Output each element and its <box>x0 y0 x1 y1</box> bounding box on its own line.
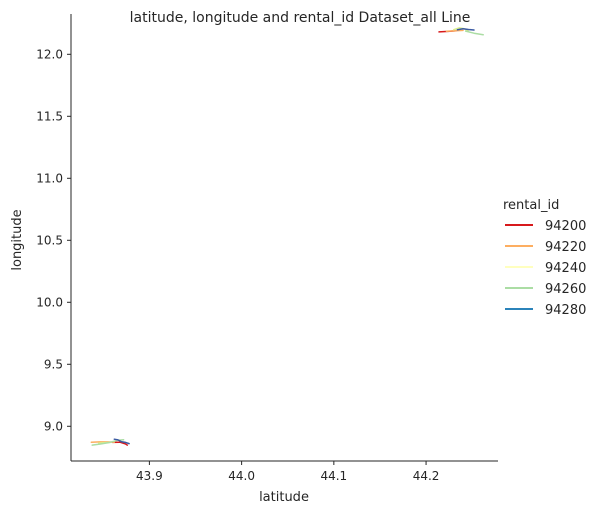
series-4-line-1 <box>456 28 475 31</box>
y-tick-label: 10.0 <box>36 295 63 309</box>
plot-area <box>90 27 484 446</box>
y-tick-label: 11.0 <box>36 171 63 185</box>
x-tick-label: 43.9 <box>136 469 163 483</box>
y-tick-label: 10.5 <box>36 233 63 247</box>
x-ticks: 43.9 44.0 44.1 44.2 <box>136 461 439 483</box>
x-tick-label: 44.1 <box>320 469 347 483</box>
legend-title: rental_id <box>503 198 559 213</box>
x-tick-label: 44.2 <box>413 469 440 483</box>
series-0-line-0 <box>111 441 129 446</box>
y-tick-label: 12.0 <box>36 47 63 61</box>
axes <box>70 14 498 462</box>
x-axis-label: latitude <box>259 490 309 505</box>
legend-entry-label: 94240 <box>545 261 586 276</box>
legend: rental_id 94200 94220 94240 94260 94280 <box>503 198 586 318</box>
series-1-line-1 <box>445 29 464 32</box>
series-3-line-1 <box>464 30 484 36</box>
y-tick-label: 9.0 <box>44 419 63 433</box>
x-tick-label: 44.0 <box>228 469 255 483</box>
legend-entry-label: 94200 <box>545 219 586 234</box>
y-tick-label: 9.5 <box>44 357 63 371</box>
y-tick-label: 11.5 <box>36 109 63 123</box>
y-ticks: 9.0 9.5 10.0 10.5 11.0 11.5 12.0 <box>36 47 71 433</box>
legend-entry-label: 94260 <box>545 282 586 297</box>
chart-title: latitude, longitude and rental_id Datase… <box>130 10 471 26</box>
y-axis-label: longitude <box>10 209 25 270</box>
series-4-line-0 <box>113 438 130 445</box>
legend-entry-label: 94220 <box>545 240 586 255</box>
legend-entry-label: 94280 <box>545 303 586 318</box>
